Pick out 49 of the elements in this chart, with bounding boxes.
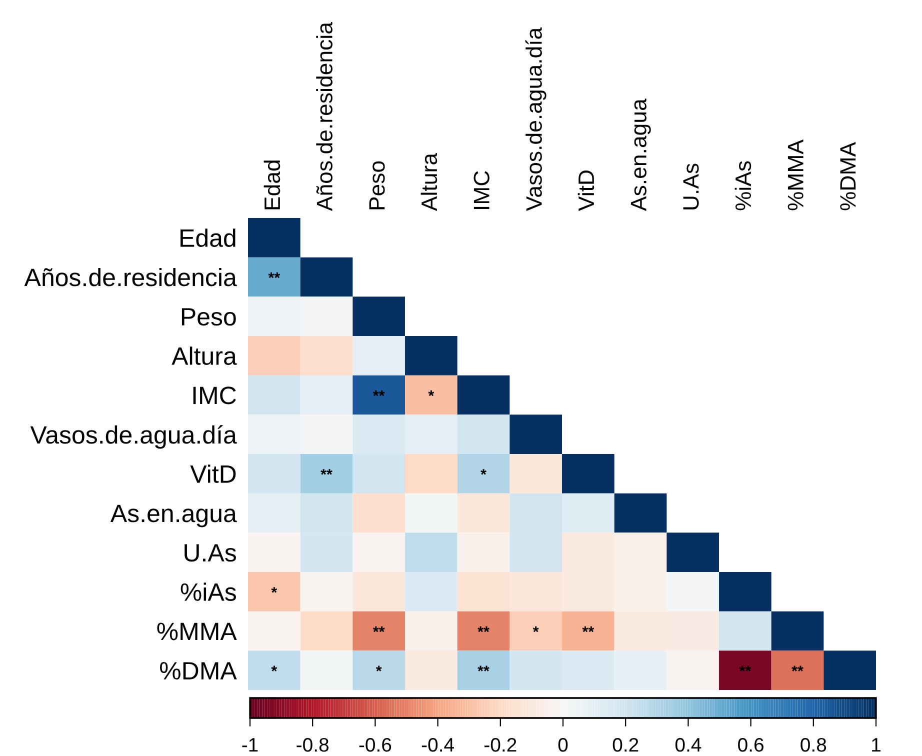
- x-tick-label: %DMA: [840, 142, 856, 210]
- color-bar-label: 0.4: [675, 738, 702, 752]
- y-tick-label: IMC: [193, 386, 236, 404]
- x-tick-label: Vasos.de.agua.día: [525, 27, 546, 211]
- color-bar-label: 0: [558, 738, 568, 752]
- x-tick-label: VitD: [578, 170, 594, 211]
- color-bar-label: 1: [872, 738, 880, 752]
- y-tick-label: Altura: [172, 346, 237, 365]
- y-tick-label: %iAs: [180, 582, 236, 601]
- data-label: **: [739, 666, 752, 672]
- data-label: **: [792, 666, 804, 672]
- y-tick-label: %DMA: [160, 662, 237, 680]
- x-tick-label: As.en.agua: [630, 98, 651, 212]
- y-tick-label: Vasos.de.agua.día: [30, 425, 237, 449]
- data-label: **: [320, 469, 332, 475]
- data-label: **: [478, 666, 490, 672]
- x-tick-label: U.As: [683, 164, 699, 210]
- data-label: *: [480, 469, 486, 475]
- color-bar-label: -0.4: [422, 738, 454, 752]
- y-tick-label: Peso: [182, 308, 236, 326]
- data-label: *: [532, 626, 539, 632]
- x-tick-label: Altura: [420, 153, 438, 212]
- color-bar-label: -0.6: [359, 738, 392, 752]
- data-label: *: [376, 666, 382, 672]
- data-label: **: [478, 626, 490, 632]
- y-tick-label: VitD: [190, 464, 236, 483]
- x-tick-label: IMC: [474, 171, 490, 210]
- y-tick-label: As.en.agua: [110, 504, 237, 528]
- color-bar-label: -1: [242, 738, 258, 752]
- data-label: **: [582, 626, 594, 632]
- data-label: **: [372, 390, 385, 396]
- color-bar-label: -0.2: [484, 738, 516, 752]
- y-tick-label: %MMA: [157, 622, 237, 640]
- data-label: **: [372, 626, 385, 632]
- x-tick-label: %iAs: [734, 161, 752, 210]
- data-label: *: [271, 666, 278, 672]
- color-bar-label: 0.2: [612, 738, 638, 752]
- x-tick-label: %MMA: [788, 139, 804, 210]
- y-tick-label: Edad: [180, 228, 236, 247]
- color-bar-label: -0.8: [296, 738, 329, 752]
- color-bar-label: 0.6: [738, 738, 764, 752]
- y-tick-label: Años.de.residencia: [24, 268, 237, 286]
- data-label: *: [271, 587, 278, 593]
- y-tick-label: U.As: [184, 544, 236, 562]
- x-tick-label: Edad: [264, 160, 280, 210]
- x-tick-label: Peso: [369, 161, 385, 210]
- data-label: *: [428, 390, 434, 396]
- data-label: **: [268, 272, 280, 278]
- color-bar-label: 0.8: [800, 738, 826, 752]
